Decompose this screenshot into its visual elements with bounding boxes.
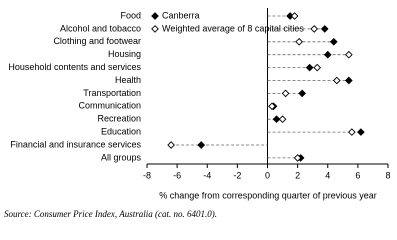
y-tick-label: Recreation xyxy=(97,114,141,124)
dot-marker xyxy=(272,115,281,124)
x-axis-label: % change from corresponding quarter of p… xyxy=(159,190,377,200)
dot-marker xyxy=(293,154,302,162)
y-tick-label: Alcohol and tobacco xyxy=(60,23,141,33)
y-tick-label: Communication xyxy=(78,101,141,111)
dot-marker xyxy=(290,12,299,20)
dot-marker xyxy=(278,115,287,124)
x-tick-label: 6 xyxy=(355,170,360,180)
dot-marker xyxy=(305,63,314,72)
x-tick-label: -4 xyxy=(203,170,211,180)
y-tick-label: Household contents and services xyxy=(8,62,141,72)
dot-marker xyxy=(295,37,303,46)
y-tick-label: Food xyxy=(120,10,141,20)
x-tick-label: 4 xyxy=(325,170,330,180)
dot-marker xyxy=(348,128,356,136)
y-tick-label: Health xyxy=(115,75,141,85)
dot-marker xyxy=(281,89,290,98)
x-tick-label: -6 xyxy=(173,170,181,180)
legend-marker xyxy=(151,12,159,20)
dot-marker xyxy=(357,128,365,136)
y-tick-label: Financial and insurance services xyxy=(10,139,141,149)
legend-label: Weighted average of 8 capital cities xyxy=(162,23,304,33)
source-note: Source: Consumer Price Index, Australia … xyxy=(4,209,217,219)
x-tick-label: 8 xyxy=(385,170,390,180)
dot-marker xyxy=(329,37,338,46)
y-tick-label: Housing xyxy=(108,49,141,59)
chart: % change from corresponding quarter of p… xyxy=(4,8,391,219)
dot-marker xyxy=(197,141,206,149)
dot-marker xyxy=(298,89,306,98)
dot-marker xyxy=(310,25,319,33)
dot-marker xyxy=(323,50,332,59)
dot-marker xyxy=(268,102,276,111)
x-tick-label: 0 xyxy=(265,170,270,180)
dot-marker xyxy=(345,76,353,85)
legend-marker xyxy=(151,25,159,33)
x-tick-label: -8 xyxy=(143,170,151,180)
legend-label: Canberra xyxy=(162,10,200,20)
dot-marker xyxy=(313,63,322,72)
dot-marker xyxy=(345,50,353,59)
y-tick-label: Clothing and footwear xyxy=(53,36,141,46)
dot-marker xyxy=(167,141,175,149)
x-tick-label: -2 xyxy=(233,170,241,180)
y-tick-label: Education xyxy=(101,126,141,136)
x-tick-label: 2 xyxy=(295,170,300,180)
dot-marker xyxy=(332,76,341,85)
dot-marker xyxy=(320,25,329,33)
y-tick-label: Transportation xyxy=(83,88,141,98)
y-tick-label: All groups xyxy=(101,152,142,162)
